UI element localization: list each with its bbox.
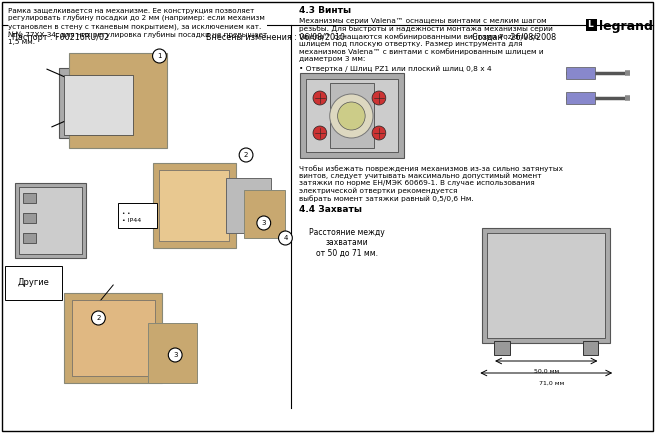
Bar [23, 233, 37, 243]
Text: 2: 2 [244, 152, 248, 158]
Bar [482, 228, 610, 343]
Bar [19, 187, 82, 254]
Bar [64, 75, 133, 135]
Text: 3: 3 [261, 220, 266, 226]
Bar [487, 233, 605, 338]
Bar [118, 203, 158, 228]
Text: Создан : 26/08/2008: Создан : 26/08/2008 [472, 33, 557, 42]
Circle shape [152, 49, 166, 63]
Circle shape [239, 148, 253, 162]
Text: Рамка защелкивается на механизме. Ее конструкция позволяет
регулировать глубину : Рамка защелкивается на механизме. Ее кон… [8, 8, 267, 45]
Bar [23, 213, 37, 223]
Text: Механизмы серии Valena™ оснащены винтами с мелким шагом
резьбы. Для быстроты и н: Механизмы серии Valena™ оснащены винтами… [299, 18, 553, 62]
Bar [566, 67, 595, 79]
Text: • •: • • [122, 211, 130, 216]
Text: 4: 4 [283, 235, 288, 241]
Text: • Отвертка / Шлиц PZ1 или плоский шлиц 0,8 х 4: • Отвертка / Шлиц PZ1 или плоский шлиц 0… [299, 65, 491, 71]
Text: 2: 2 [96, 315, 100, 321]
Bar [59, 68, 138, 138]
Circle shape [168, 348, 182, 362]
Text: 3: 3 [173, 352, 178, 358]
Bar [586, 19, 597, 31]
Circle shape [372, 91, 386, 105]
Bar [244, 190, 285, 238]
Bar [69, 53, 168, 148]
Circle shape [372, 126, 386, 140]
Text: • IP44: • IP44 [122, 218, 141, 223]
Text: Паспорт : F00216RU/02: Паспорт : F00216RU/02 [12, 33, 109, 42]
Circle shape [338, 102, 365, 130]
Text: Чтобы избежать повреждения механизмов из-за сильно затянутых
винтов, следует учи: Чтобы избежать повреждения механизмов из… [299, 165, 563, 202]
Bar [64, 293, 162, 383]
Text: 1: 1 [157, 53, 162, 59]
Text: Внесены изменения : 06/08/2010: Внесены изменения : 06/08/2010 [206, 33, 345, 42]
Text: 4.3 Винты: 4.3 Винты [299, 6, 351, 15]
Bar [23, 193, 37, 203]
Bar [300, 73, 404, 158]
Circle shape [279, 231, 293, 245]
Bar [330, 83, 374, 148]
Circle shape [313, 126, 327, 140]
Text: Другие: Другие [18, 278, 50, 287]
Text: 4.4 Захваты: 4.4 Захваты [299, 205, 362, 214]
Text: Расстояние между
захватами
от 50 до 71 мм.: Расстояние между захватами от 50 до 71 м… [309, 228, 385, 258]
Bar [15, 183, 86, 258]
Circle shape [257, 216, 271, 230]
Circle shape [313, 91, 327, 105]
Text: 71,0 мм: 71,0 мм [539, 381, 564, 386]
Bar [226, 178, 271, 233]
Bar [148, 323, 197, 383]
Circle shape [330, 94, 373, 138]
Text: legrand: legrand [599, 20, 653, 33]
Bar [583, 341, 598, 355]
Bar [152, 163, 236, 248]
Bar [306, 79, 398, 152]
Text: 50,0 мм: 50,0 мм [534, 369, 559, 374]
Bar [160, 170, 229, 241]
Bar [566, 92, 595, 104]
Circle shape [92, 311, 105, 325]
Bar [72, 300, 154, 376]
Bar [494, 341, 510, 355]
Text: L: L [588, 20, 593, 29]
